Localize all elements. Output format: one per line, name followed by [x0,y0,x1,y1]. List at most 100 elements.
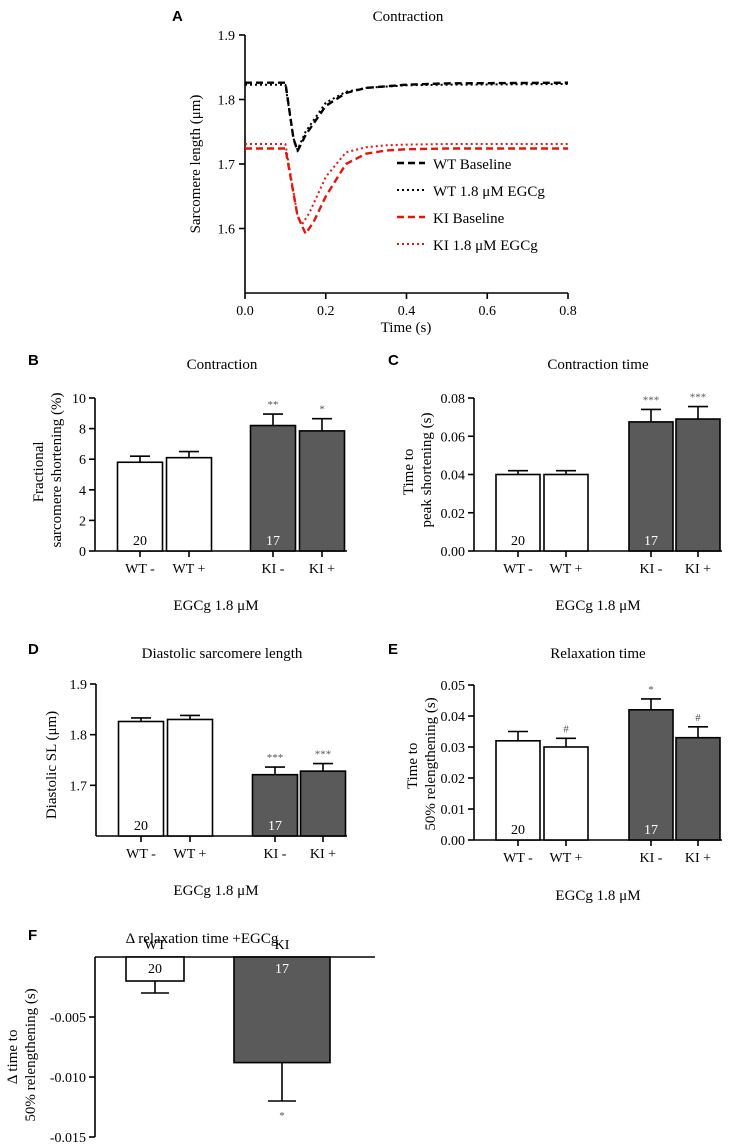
panel-e-significance-mark: * [648,684,654,696]
panel-c-bar-chart: C Contraction time EGCg 1.8 μM Time to p… [388,352,722,614]
panel-b-title: Contraction [187,357,258,373]
panel-b-n-label: 20 [133,534,147,549]
panel-c-y-tick-label: 0.02 [441,507,466,522]
panel-e-n-label: 17 [644,823,658,838]
panel-a-series-line [245,147,568,235]
panel-c-x-label: EGCg 1.8 μM [555,598,640,614]
panel-b-bar [116,461,164,552]
panel-d-significance-mark: *** [267,752,284,764]
panel-d-bar [299,770,347,837]
panel-e-y-tick-label: 0.01 [441,803,466,818]
panel-e-category-label: WT - [503,851,533,866]
panel-c-y-tick-label: 0.08 [441,392,466,407]
panel-a-series-line [245,143,568,227]
panel-c-bar [543,473,589,552]
panel-c-significance-mark: *** [690,392,707,404]
panel-a-legend-entry: KI Baseline [433,211,505,227]
panel-b-significance-mark: ** [268,399,279,411]
panel-a-y-tick-label: 1.8 [218,94,236,109]
panel-e-y-tick-label: 0.05 [441,679,466,694]
panel-c-bar [628,421,674,552]
panel-c-category-label: WT - [503,562,533,577]
panel-d-title: Diastolic sarcomere length [142,646,303,662]
panel-b-y-tick-label: 10 [72,392,86,407]
panel-a-y-label: Sarcomere length (μm) [188,95,204,234]
panel-b-bar [165,456,213,552]
panel-f-bar-chart: F Δ relaxation time +EGCg Δ time to 50% … [5,927,375,1146]
panel-d-y-tick-label: 1.9 [70,678,88,693]
panel-b-n-label: 17 [266,534,280,549]
panel-a-series-line [245,83,569,151]
panel-a-x-tick-label: 0.0 [236,304,254,319]
panel-f-title: Δ relaxation time +EGCg [126,931,279,947]
panel-f-bar [125,956,185,982]
panel-b-bar [249,424,297,552]
panel-e-bar [543,746,589,841]
panel-a-x-tick-label: 0.4 [398,304,416,319]
panel-e-y-tick-label: 0.04 [441,710,466,725]
panel-b-category-label: KI + [309,562,335,577]
panel-f-category-label: WT [144,938,166,953]
panel-e-title: Relaxation time [550,646,646,662]
panel-c-category-label: WT + [550,562,583,577]
panel-d-bar [251,773,299,837]
panel-a-y-tick-label: 1.6 [218,223,236,238]
panel-c-n-label: 20 [511,534,525,549]
panel-f-letter: F [28,927,37,944]
panel-d-y-label: Diastolic SL (μm) [44,711,60,819]
panel-d-bar-chart: D Diastolic sarcomere length EGCg 1.8 μM… [28,641,347,899]
panel-b-y-tick-label: 6 [79,453,86,468]
panel-e-bar [495,739,541,841]
panel-c-category-label: KI - [640,562,663,577]
panel-e-letter: E [388,641,398,658]
panel-b-category-label: KI - [262,562,285,577]
panel-a-letter: A [172,8,183,25]
panel-d-n-label: 17 [268,819,282,834]
panel-e-bar-chart: E Relaxation time EGCg 1.8 μM Time to 50… [388,641,722,904]
panel-d-category-label: WT + [174,847,207,862]
panel-b-bar-chart: B Contraction EGCg 1.8 μM Fractional sar… [28,352,347,614]
panel-f-n-label: 17 [275,962,289,977]
panel-f-significance-mark: * [279,1110,285,1122]
panel-a-x-tick-label: 0.6 [479,304,497,319]
panel-b-letter: B [28,352,39,369]
panel-c-y-tick-label: 0.06 [441,430,466,445]
panel-c-title: Contraction time [547,357,649,373]
panel-a-legend-entry: WT 1.8 μM EGCg [433,184,545,200]
panel-b-y-tick-label: 8 [79,423,86,438]
panel-b-x-label: EGCg 1.8 μM [173,598,258,614]
panel-e-y-label: Time to 50% relengthening (s) [405,697,439,830]
panel-f-y-label: Δ time to 50% relengthening (s) [5,988,39,1121]
panel-a-title: Contraction [373,9,444,25]
panel-b-y-tick-label: 4 [79,484,86,499]
panel-e-bar [675,736,721,841]
panel-a-line-chart: A Contraction Time (s) Sarcomere length … [172,8,577,336]
panel-d-category-label: KI - [264,847,287,862]
panel-a-x-tick-label: 0.2 [317,304,335,319]
panel-f-y-tick-label: -0.015 [50,1131,86,1146]
panel-f-y-tick-label: -0.005 [50,1011,86,1026]
panel-a-x-tick-label: 0.8 [559,304,577,319]
panel-a-series-line [245,81,569,153]
panel-f-n-label: 20 [148,962,162,977]
panel-e-bar [628,708,674,841]
panel-c-significance-mark: *** [643,394,660,406]
panel-d-category-label: KI + [310,847,336,862]
panel-e-x-label: EGCg 1.8 μM [555,888,640,904]
panel-f-category-label: KI [275,938,290,953]
panel-e-significance-mark: # [563,723,569,735]
panel-d-n-label: 20 [134,819,148,834]
panel-c-category-label: KI + [685,562,711,577]
panel-d-y-tick-label: 1.7 [70,779,88,794]
panel-a-legend-entry: WT Baseline [433,157,512,173]
panel-c-bar [675,418,721,552]
panel-f-y-tick-label: -0.010 [50,1071,86,1086]
panel-f-bar [233,956,331,1064]
panel-c-bar [495,473,541,552]
panel-d-bar [117,720,165,837]
panel-a-y-tick-label: 1.7 [218,158,236,173]
panel-c-letter: C [388,352,399,369]
panel-e-y-tick-label: 0.00 [441,834,466,849]
panel-b-significance-mark: * [319,404,325,416]
